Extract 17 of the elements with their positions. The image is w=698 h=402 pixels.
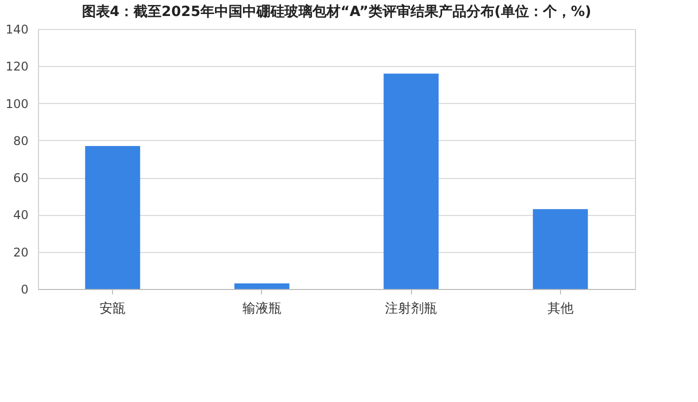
x-tick-label: 注射剂瓶 [385,300,438,316]
y-tick-label: 40 [13,208,28,222]
y-tick-label: 0 [20,282,28,296]
chart-title: 图表4：截至2025年中国中硼硅玻璃包材“A”类评审结果产品分布(单位：个，%) [82,3,592,20]
x-tick-label: 输液瓶 [242,302,282,316]
bar [85,146,140,289]
y-tick-label: 80 [13,134,28,148]
bar [234,283,290,289]
y-tick-label: 20 [13,245,28,260]
y-tick-label: 60 [13,171,28,186]
y-tick-label: 140 [6,22,28,36]
y-tick-label: 100 [6,96,28,111]
x-tick-label: 其他 [547,302,574,316]
x-tick-label: 安瓿 [100,300,126,316]
bar [384,74,439,289]
y-tick-label: 120 [6,60,28,74]
bar [532,209,588,289]
